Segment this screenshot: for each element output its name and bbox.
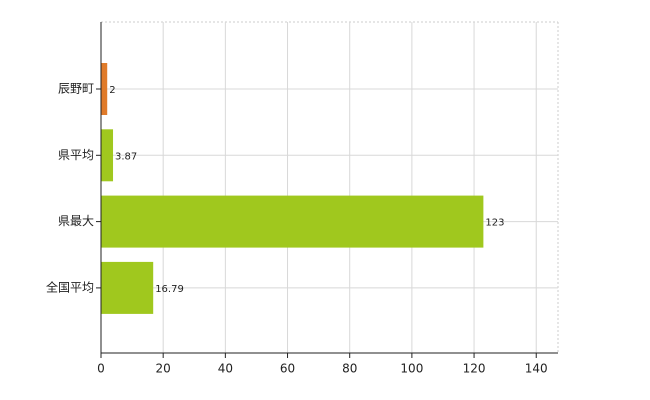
- x-tick-label: 140: [525, 362, 548, 376]
- y-tick-label: 全国平均: [46, 279, 94, 294]
- x-tick-label: 40: [218, 362, 233, 376]
- bar: [101, 129, 114, 182]
- x-tick-label: 80: [342, 362, 357, 376]
- bar: [101, 63, 108, 115]
- x-tick-label: 100: [400, 362, 423, 376]
- x-tick-label: 120: [463, 362, 486, 376]
- bar: [101, 195, 484, 248]
- y-tick-label: 辰野町: [58, 82, 94, 96]
- value-label: 123: [485, 218, 504, 229]
- x-tick-label: 60: [280, 362, 295, 376]
- y-tick-label: 県平均: [58, 148, 94, 162]
- y-tick-label: 県最大: [58, 214, 94, 228]
- x-tick-label: 20: [156, 362, 171, 376]
- value-label: 2: [109, 85, 115, 96]
- value-label: 16.79: [155, 284, 184, 295]
- bar: [101, 261, 154, 314]
- x-tick-label: 0: [97, 362, 105, 376]
- value-label: 3.87: [115, 151, 137, 162]
